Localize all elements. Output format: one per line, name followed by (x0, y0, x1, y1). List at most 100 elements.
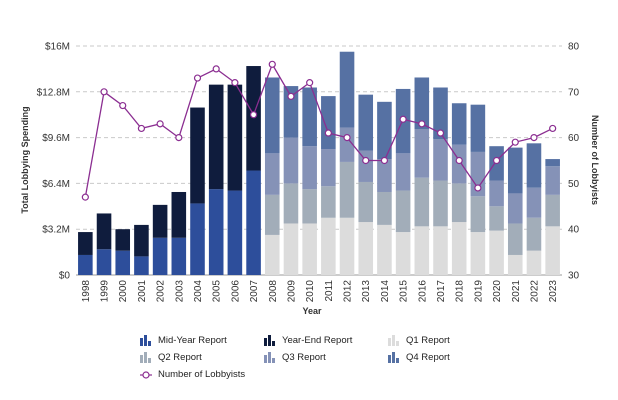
bar-q2-report-2022[interactable] (526, 217, 542, 251)
lobbyists-point-2018[interactable] (455, 156, 463, 165)
bar-q2-report-2018[interactable] (451, 183, 467, 223)
bar-q4-report-2013[interactable] (358, 94, 374, 151)
bar-q2-report-2014[interactable] (377, 191, 392, 225)
lobbyists-point-2013[interactable] (362, 156, 370, 165)
bar-q4-report-2019[interactable] (470, 104, 486, 152)
bar-q4-report-2009[interactable] (283, 86, 299, 138)
bar-q3-report-2009[interactable] (283, 137, 299, 184)
bar-mid-year-report-1998[interactable] (78, 254, 93, 275)
bar-q2-report-2019[interactable] (470, 196, 486, 233)
bar-q4-report-2010[interactable] (302, 87, 317, 147)
bar-q1-report-2014[interactable] (377, 224, 392, 275)
bar-year-end-report-2001[interactable] (134, 224, 149, 257)
lobbyists-point-2015[interactable] (399, 115, 407, 123)
lobbyists-point-2022[interactable] (530, 134, 538, 142)
bar-q4-report-2011[interactable] (321, 96, 336, 150)
lobbyists-point-2001[interactable] (137, 124, 146, 133)
bar-year-end-report-2006[interactable] (227, 84, 243, 191)
legend-item-q2-report[interactable]: Q2 Report (140, 350, 202, 364)
bar-year-end-report-2002[interactable] (152, 204, 168, 238)
bar-q3-report-2014[interactable] (377, 159, 392, 192)
bar-q4-report-2021[interactable] (507, 147, 523, 194)
bar-q4-report-2016[interactable] (414, 77, 430, 130)
lobbyists-point-2019[interactable] (474, 184, 482, 192)
bar-q3-report-2022[interactable] (526, 187, 542, 218)
bar-q2-report-2012[interactable] (339, 161, 355, 218)
lobbyists-point-2008[interactable] (268, 60, 276, 68)
bar-q1-report-2020[interactable] (489, 230, 504, 275)
lobbyists-point-2010[interactable] (306, 79, 314, 87)
lobbyists-point-2023[interactable] (549, 124, 557, 133)
bar-q2-report-2015[interactable] (395, 190, 411, 233)
legend-item-number-of-lobbyists[interactable]: Number of Lobbyists (140, 367, 245, 381)
bar-mid-year-report-2003[interactable] (171, 237, 187, 275)
bar-q3-report-2008[interactable] (264, 153, 280, 195)
bar-mid-year-report-2001[interactable] (134, 256, 149, 275)
bar-mid-year-report-2002[interactable] (152, 237, 168, 275)
lobbyists-point-2012[interactable] (343, 134, 351, 142)
bar-q3-report-2017[interactable] (433, 139, 448, 181)
bar-q2-report-2020[interactable] (489, 206, 504, 231)
bar-mid-year-report-2004[interactable] (190, 203, 205, 275)
bar-year-end-report-1998[interactable] (78, 232, 93, 255)
bar-q1-report-2015[interactable] (395, 232, 411, 275)
lobbyists-point-2006[interactable] (231, 79, 239, 87)
bar-q4-report-2014[interactable] (377, 101, 392, 160)
lobbyists-point-2014[interactable] (380, 156, 389, 165)
bar-q4-report-2022[interactable] (526, 143, 542, 188)
bar-q1-report-2017[interactable] (433, 226, 448, 275)
bar-q2-report-2010[interactable] (302, 189, 317, 224)
legend-item-q1-report[interactable]: Q1 Report (388, 333, 450, 347)
bar-year-end-report-2005[interactable] (208, 84, 224, 190)
bar-q2-report-2017[interactable] (433, 180, 448, 227)
legend-item-q4-report[interactable]: Q4 Report (388, 350, 450, 364)
bar-q2-report-2023[interactable] (545, 194, 560, 227)
bar-q3-report-2013[interactable] (358, 150, 374, 182)
bar-mid-year-report-2007[interactable] (246, 170, 261, 275)
lobbyists-point-2016[interactable] (418, 120, 426, 128)
bar-q3-report-2010[interactable] (302, 146, 317, 190)
legend-item-mid-year-report[interactable]: Mid-Year Report (140, 333, 227, 347)
lobbyists-point-2003[interactable] (175, 134, 183, 142)
bar-q3-report-2020[interactable] (489, 180, 504, 207)
bar-q2-report-2013[interactable] (358, 181, 374, 223)
bar-q4-report-2008[interactable] (264, 77, 280, 154)
bar-q1-report-2009[interactable] (283, 223, 299, 275)
bar-q1-report-2013[interactable] (358, 222, 374, 275)
bar-q2-report-2009[interactable] (283, 183, 299, 224)
bar-q4-report-2023[interactable] (545, 159, 560, 167)
lobbyists-point-2009[interactable] (287, 92, 295, 100)
bar-mid-year-report-2005[interactable] (208, 189, 224, 275)
bar-q3-report-2015[interactable] (395, 153, 411, 191)
bar-q3-report-2019[interactable] (470, 151, 486, 197)
bar-q4-report-2017[interactable] (433, 87, 448, 140)
bar-q1-report-2016[interactable] (414, 226, 430, 275)
bar-mid-year-report-2000[interactable] (115, 250, 131, 275)
bar-q2-report-2021[interactable] (507, 223, 523, 255)
legend-item-year-end-report[interactable]: Year-End Report (264, 333, 352, 347)
bar-year-end-report-2000[interactable] (115, 229, 131, 251)
bar-q2-report-2008[interactable] (264, 194, 280, 235)
bar-mid-year-report-2006[interactable] (227, 190, 243, 275)
lobbyists-point-2017[interactable] (436, 129, 445, 137)
lobbyists-point-1998[interactable] (81, 193, 89, 201)
bar-year-end-report-2004[interactable] (190, 107, 205, 204)
bar-q1-report-2010[interactable] (302, 223, 317, 275)
bar-q1-report-2008[interactable] (264, 234, 280, 275)
lobbyists-point-2000[interactable] (119, 101, 127, 110)
bar-q2-report-2011[interactable] (321, 186, 336, 218)
bar-q3-report-2016[interactable] (414, 129, 430, 178)
bar-q3-report-2011[interactable] (321, 149, 336, 187)
legend-item-q3-report[interactable]: Q3 Report (264, 350, 326, 364)
bar-q2-report-2016[interactable] (414, 177, 430, 227)
bar-q1-report-2023[interactable] (545, 226, 560, 275)
bar-mid-year-report-1999[interactable] (96, 249, 112, 275)
bar-q1-report-2021[interactable] (507, 254, 523, 275)
bar-q4-report-2018[interactable] (451, 103, 467, 145)
lobbyists-point-2021[interactable] (511, 138, 519, 146)
bar-q1-report-2019[interactable] (470, 232, 486, 275)
bar-q3-report-2021[interactable] (507, 193, 523, 224)
bar-q1-report-2011[interactable] (321, 217, 336, 275)
bar-year-end-report-1999[interactable] (96, 213, 112, 250)
bar-q1-report-2022[interactable] (526, 250, 542, 275)
